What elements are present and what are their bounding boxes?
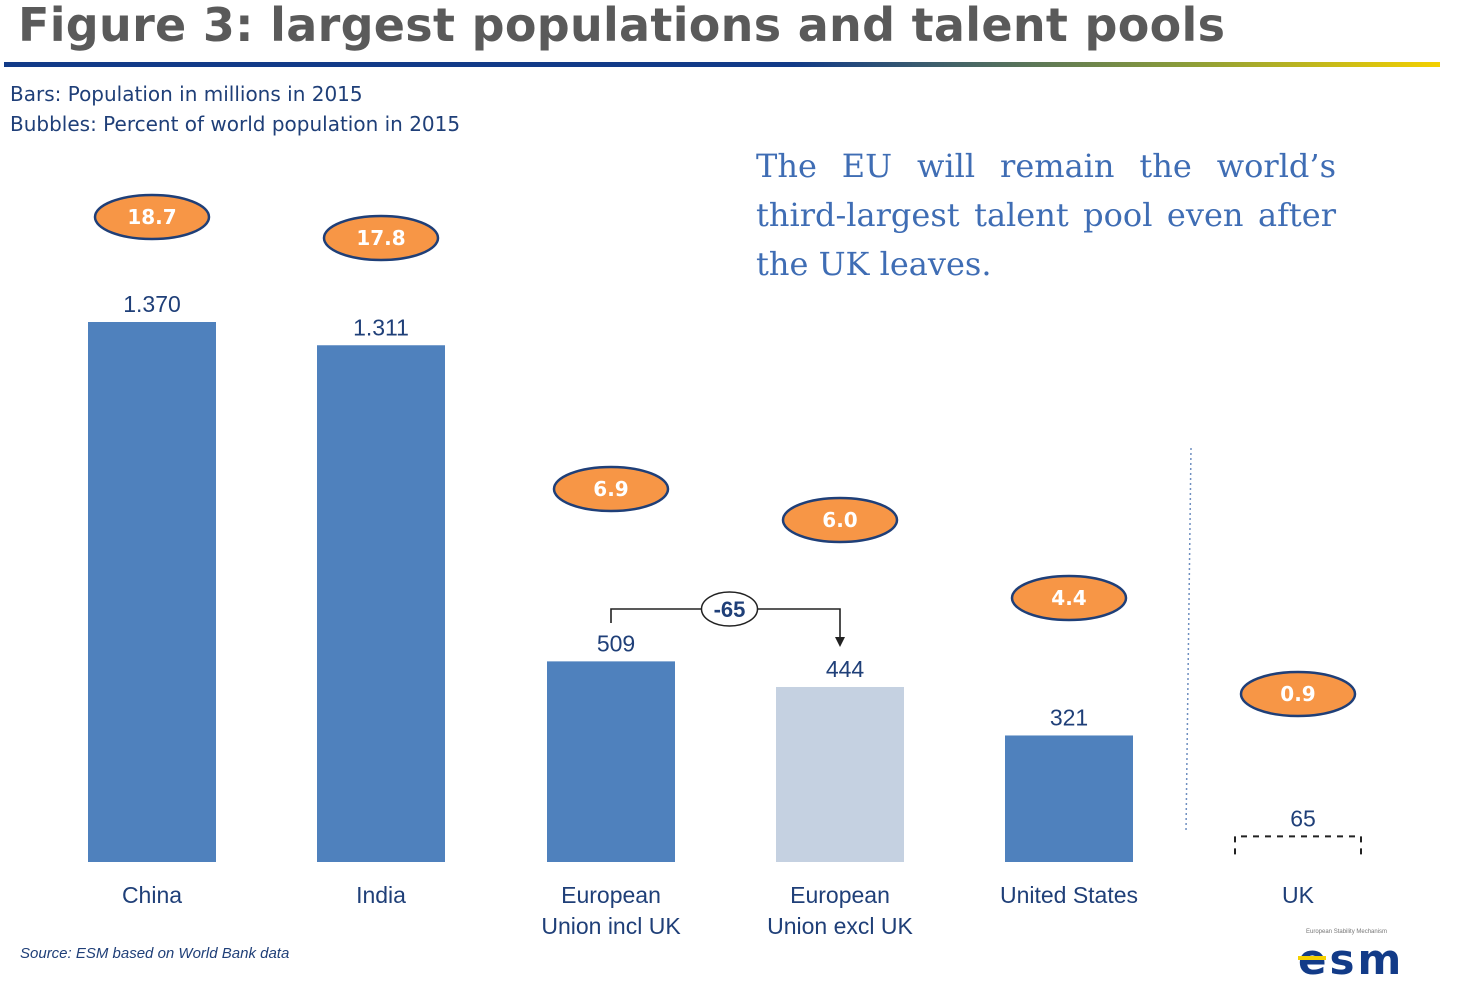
annotation-arrowhead <box>835 637 845 647</box>
separator-line <box>1185 447 1192 833</box>
category-label: India <box>356 882 406 908</box>
value-label: 321 <box>1050 704 1088 730</box>
bubble-label: 4.4 <box>1051 586 1086 610</box>
value-label: 509 <box>597 630 635 656</box>
figure-title: Figure 3: largest populations and talent… <box>18 0 1226 52</box>
category-label: European <box>561 882 661 908</box>
title-rule <box>4 62 1440 67</box>
esm-logo-icon: esm <box>1298 935 1401 978</box>
annotation-label: -65 <box>714 597 746 622</box>
legend-bubbles: Bubbles: Percent of world population in … <box>10 112 461 136</box>
category-label: United States <box>1000 882 1138 908</box>
bubble-label: 18.7 <box>127 205 176 229</box>
esm-logo-tagline: European Stability Mechanism <box>1306 929 1388 935</box>
bubble <box>552 465 670 513</box>
value-label: 444 <box>826 656 865 682</box>
annotation-bubble <box>700 591 759 627</box>
category-label: European <box>790 882 890 908</box>
value-label: 1.311 <box>353 314 409 340</box>
category-label: Union incl UK <box>541 913 681 939</box>
value-label: 65 <box>1290 805 1316 831</box>
bubble <box>1239 670 1357 718</box>
bar <box>317 345 445 862</box>
source-note: Source: ESM based on World Bank data <box>20 945 290 962</box>
bar <box>547 661 675 862</box>
bubble <box>322 214 440 262</box>
category-label: China <box>122 882 182 908</box>
bubble-label: 17.8 <box>356 226 405 250</box>
bar <box>88 322 216 862</box>
callout-text: The EU will remain the world’s third-lar… <box>756 147 1336 283</box>
category-label: UK <box>1282 882 1315 908</box>
category-label: Union excl UK <box>767 913 913 939</box>
bubble-label: 0.9 <box>1280 682 1315 706</box>
bubble <box>93 193 211 241</box>
bubble-label: 6.0 <box>822 508 857 532</box>
bar <box>1005 735 1133 862</box>
bubble <box>1010 574 1128 622</box>
bar <box>776 686 904 862</box>
legend-bars: Bars: Population in millions in 2015 <box>10 82 363 106</box>
bubble <box>781 496 899 544</box>
bubble-label: 6.9 <box>593 477 628 501</box>
value-label: 1.370 <box>123 291 181 317</box>
bar-uk-outline <box>1234 835 1362 855</box>
